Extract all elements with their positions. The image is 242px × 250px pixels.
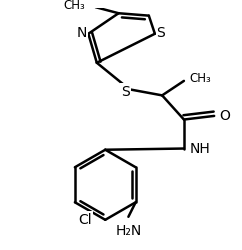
Text: S: S <box>121 84 130 98</box>
Text: N: N <box>77 26 87 40</box>
Text: O: O <box>219 109 230 123</box>
Text: CH₃: CH₃ <box>63 0 85 12</box>
Text: CH₃: CH₃ <box>189 72 211 85</box>
Text: Cl: Cl <box>78 212 92 226</box>
Text: H₂N: H₂N <box>115 223 142 237</box>
Text: S: S <box>157 26 165 40</box>
Text: NH: NH <box>190 142 211 156</box>
